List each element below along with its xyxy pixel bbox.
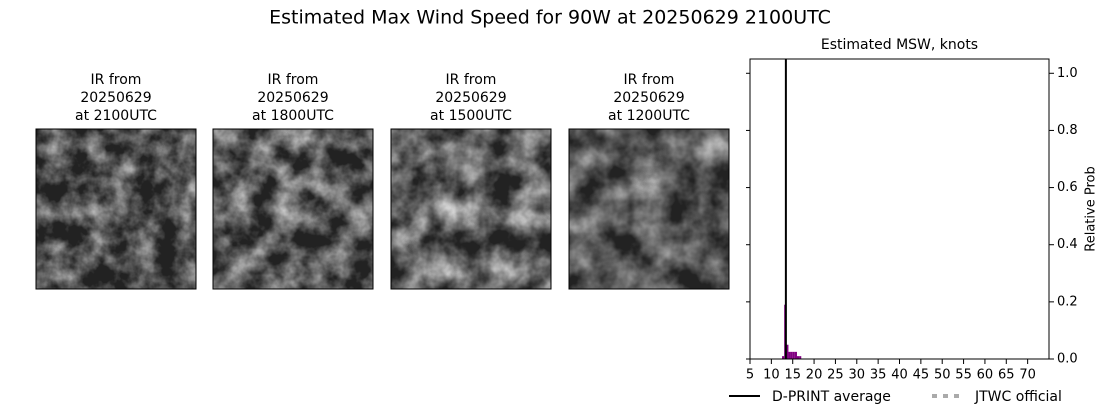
x-tick-label: 20 (806, 368, 823, 383)
plot-frame (749, 58, 1050, 360)
ir-image-frame (212, 128, 374, 290)
panel-title: IR from (624, 72, 675, 88)
x-tick-label: 60 (977, 368, 994, 383)
x-tick-label: 30 (849, 368, 866, 383)
y-tick-label: 0.4 (1057, 237, 1078, 252)
ir-image-clouds (391, 129, 551, 289)
panel-title: IR from (91, 72, 142, 88)
panel-title: 20250629 (257, 90, 328, 106)
panel-title: 20250629 (80, 90, 151, 106)
ir-image-frame (35, 128, 197, 290)
y-tick-label: 1.0 (1057, 66, 1078, 81)
x-tick-label: 5 (746, 368, 754, 383)
hist-bar (792, 351, 795, 359)
y-tick-label: 0.8 (1057, 123, 1078, 138)
ir-image-clouds (569, 129, 729, 289)
ir-image-frame (390, 128, 552, 290)
y-tick-label: 0.0 (1057, 352, 1078, 367)
legend-label: D-PRINT average (772, 389, 891, 405)
x-tick-label: 15 (784, 368, 801, 383)
x-tick-label: 70 (1019, 368, 1036, 383)
panel-title: 20250629 (613, 90, 684, 106)
x-tick-label: 25 (827, 368, 844, 383)
x-tick-label: 55 (955, 368, 972, 383)
panel-title: 20250629 (435, 90, 506, 106)
hist-bar (796, 356, 800, 359)
ir-image-clouds (213, 129, 373, 289)
legend-label: JTWC official (974, 389, 1062, 405)
y-tick-label: 0.6 (1057, 180, 1078, 195)
panel-title: IR from (446, 72, 497, 88)
hist-bar (788, 351, 791, 359)
hist-bar (794, 351, 797, 359)
x-tick-label: 45 (913, 368, 930, 383)
x-tick-label: 10 (763, 368, 780, 383)
hist-bar (786, 344, 789, 359)
ir-image-clouds (36, 129, 196, 289)
hist-bar (782, 356, 785, 359)
x-tick-label: 50 (934, 368, 951, 383)
histogram-chart: Estimated MSW, knots 5 10 15 20 25 30 35 40 45 50 5… (729, 37, 1099, 405)
figure-title: Estimated Max Wind Speed for 90W at 2025… (269, 7, 831, 29)
y-tick-label: 0.2 (1057, 294, 1078, 309)
y-axis-label: Relative Prob (1084, 166, 1099, 251)
x-tick-label: 35 (870, 368, 887, 383)
ir-image-frame (568, 128, 730, 290)
panel-title: IR from (268, 72, 319, 88)
panel-title: at 2100UTC (75, 108, 157, 124)
x-tick-label: 40 (891, 368, 908, 383)
hist-bar (799, 356, 802, 359)
panel-title: at 1200UTC (608, 108, 690, 124)
panel-title: at 1800UTC (252, 108, 334, 124)
ir-panels: IR from 20250629 at 2100UTC IR from 20250629… (35, 72, 730, 290)
hist-bar (790, 351, 793, 359)
chart-title: Estimated MSW, knots (821, 37, 978, 53)
panel-title: at 1500UTC (430, 108, 512, 124)
x-tick-label: 65 (998, 368, 1015, 383)
